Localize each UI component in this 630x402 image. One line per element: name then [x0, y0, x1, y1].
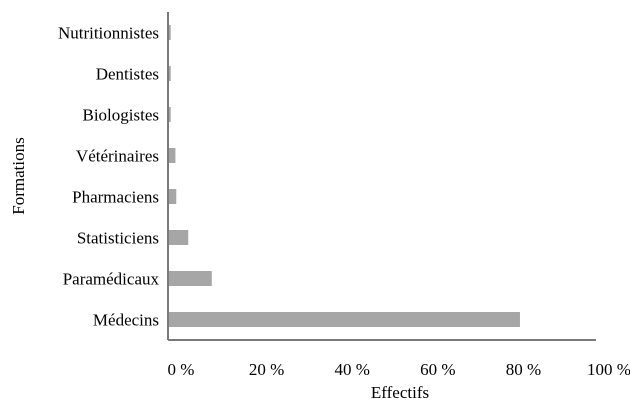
x-tick-label: 20 %: [249, 360, 284, 379]
x-tick-label: 60 %: [420, 360, 455, 379]
category-label: Biologistes: [82, 106, 159, 125]
category-label: Paramédicaux: [63, 270, 160, 289]
category-label: Médecins: [93, 311, 159, 330]
x-tick-label: 80 %: [506, 360, 541, 379]
y-axis-title: Formations: [9, 137, 28, 214]
category-label: Pharmaciens: [72, 188, 159, 207]
bar-6: [169, 271, 212, 286]
x-tick-labels: 0 % 20 % 40 % 60 % 80 % 100 %: [168, 360, 630, 379]
category-label: Statisticiens: [77, 229, 159, 248]
x-axis-title: Effectifs: [371, 383, 429, 402]
bar-5: [169, 230, 189, 245]
category-label: Dentistes: [96, 65, 159, 84]
category-label: Nutritionnistes: [58, 24, 159, 43]
category-labels: Nutritionnistes Dentistes Biologistes Vétér…: [58, 24, 160, 330]
category-label: Vétérinaires: [76, 147, 159, 166]
bar-7: [169, 312, 520, 327]
x-tick-label: 40 %: [334, 360, 369, 379]
bar-4: [169, 189, 177, 204]
bar-3: [169, 148, 176, 163]
bar-1: [169, 66, 171, 81]
x-tick-label: 0 %: [168, 360, 195, 379]
bar-2: [169, 107, 171, 122]
bar-0: [169, 25, 171, 40]
x-tick-label: 100 %: [587, 360, 630, 379]
bars-group: [169, 25, 520, 327]
